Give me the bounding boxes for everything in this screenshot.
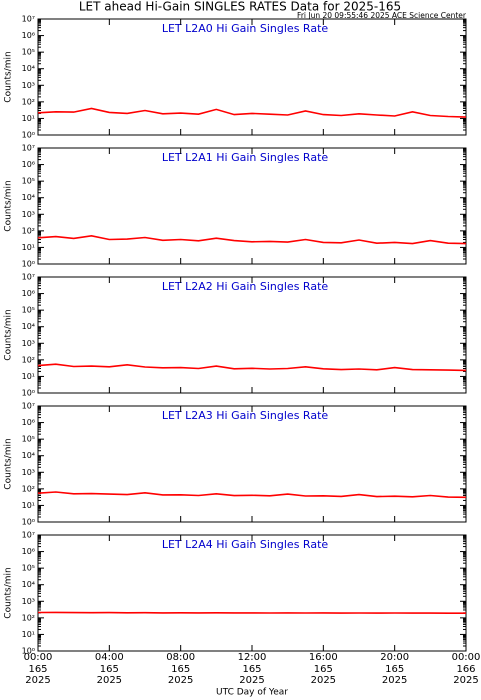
- y-axis-label: Counts/min: [4, 438, 14, 489]
- y-tick-label: 10⁶: [22, 289, 35, 298]
- y-tick-label: 10³: [22, 339, 35, 348]
- data-line: [37, 363, 467, 372]
- page-title: LET ahead Hi-Gain SINGLES RATES Data for…: [79, 0, 401, 14]
- y-tick-label: 10⁰: [22, 389, 35, 398]
- y-axis-label: Counts/min: [4, 51, 14, 102]
- y-tick-label: 10¹: [22, 114, 35, 123]
- x-tick-label: 04:00 165 2025: [94, 652, 124, 686]
- y-tick-label: 10⁷: [22, 144, 35, 153]
- plot-frame: [37, 534, 467, 652]
- plot-frame: [37, 147, 467, 265]
- y-tick-label: 10¹: [22, 372, 35, 381]
- panel-title: LET L2A1 Hi Gain Singles Rate: [162, 151, 329, 164]
- panel-title: LET L2A4 Hi Gain Singles Rate: [162, 538, 329, 551]
- y-tick-label: 10⁵: [22, 177, 35, 186]
- y-tick-label: 10²: [22, 613, 35, 622]
- x-tick-label: 00:00 165 2025: [23, 652, 53, 686]
- y-axis-label: Counts/min: [4, 309, 14, 360]
- y-tick-label: 10⁴: [22, 580, 35, 589]
- y-tick-label: 10⁰: [22, 647, 35, 656]
- y-tick-label: 10³: [22, 81, 35, 90]
- data-line: [37, 234, 467, 245]
- data-line: [37, 107, 467, 118]
- y-tick-label: 10³: [22, 597, 35, 606]
- y-tick-label: 10¹: [22, 243, 35, 252]
- y-tick-label: 10⁷: [22, 15, 35, 24]
- plot-frame: [37, 18, 467, 136]
- y-tick-label: 10⁶: [22, 418, 35, 427]
- y-tick-label: 10¹: [22, 630, 35, 639]
- y-axis-label: Counts/min: [4, 567, 14, 618]
- panel-title: LET L2A2 Hi Gain Singles Rate: [162, 280, 329, 293]
- y-tick-label: 10²: [22, 484, 35, 493]
- panel-title: LET L2A0 Hi Gain Singles Rate: [162, 22, 329, 35]
- y-tick-label: 10⁵: [22, 48, 35, 57]
- y-tick-label: 10⁷: [22, 402, 35, 411]
- y-tick-label: 10³: [22, 468, 35, 477]
- y-tick-label: 10⁴: [22, 193, 35, 202]
- y-tick-label: 10³: [22, 210, 35, 219]
- y-axis-label: Counts/min: [4, 180, 14, 231]
- y-tick-label: 10²: [22, 226, 35, 235]
- y-tick-label: 10⁷: [22, 273, 35, 282]
- x-tick-label: 08:00 165 2025: [166, 652, 196, 686]
- x-tick-label: 12:00 165 2025: [237, 652, 267, 686]
- plot-frame: [37, 276, 467, 394]
- y-tick-label: 10²: [22, 97, 35, 106]
- y-tick-label: 10⁴: [22, 322, 35, 331]
- y-tick-label: 10⁵: [22, 564, 35, 573]
- x-axis-label: UTC Day of Year: [216, 688, 288, 698]
- y-tick-label: 10⁵: [22, 306, 35, 315]
- y-tick-label: 10⁰: [22, 131, 35, 140]
- data-line: [37, 491, 467, 499]
- y-tick-label: 10¹: [22, 501, 35, 510]
- y-tick-label: 10⁷: [22, 531, 35, 540]
- panel-title: LET L2A3 Hi Gain Singles Rate: [162, 409, 329, 422]
- y-tick-label: 10⁶: [22, 31, 35, 40]
- x-tick-label: 16:00 165 2025: [308, 652, 338, 686]
- y-tick-label: 10⁶: [22, 547, 35, 556]
- y-tick-label: 10⁴: [22, 451, 35, 460]
- page-subtitle: Fri Jun 20 09:55:46 2025 ACE Science Cen…: [297, 11, 467, 20]
- plot-frame: [37, 405, 467, 523]
- x-tick-label: 00:00 166 2025: [451, 652, 481, 686]
- y-tick-label: 10²: [22, 355, 35, 364]
- y-tick-label: 10⁶: [22, 160, 35, 169]
- y-tick-label: 10⁵: [22, 435, 35, 444]
- y-tick-label: 10⁰: [22, 518, 35, 527]
- y-tick-label: 10⁰: [22, 260, 35, 269]
- data-line: [37, 611, 466, 614]
- x-tick-label: 20:00 165 2025: [380, 652, 410, 686]
- y-tick-label: 10⁴: [22, 64, 35, 73]
